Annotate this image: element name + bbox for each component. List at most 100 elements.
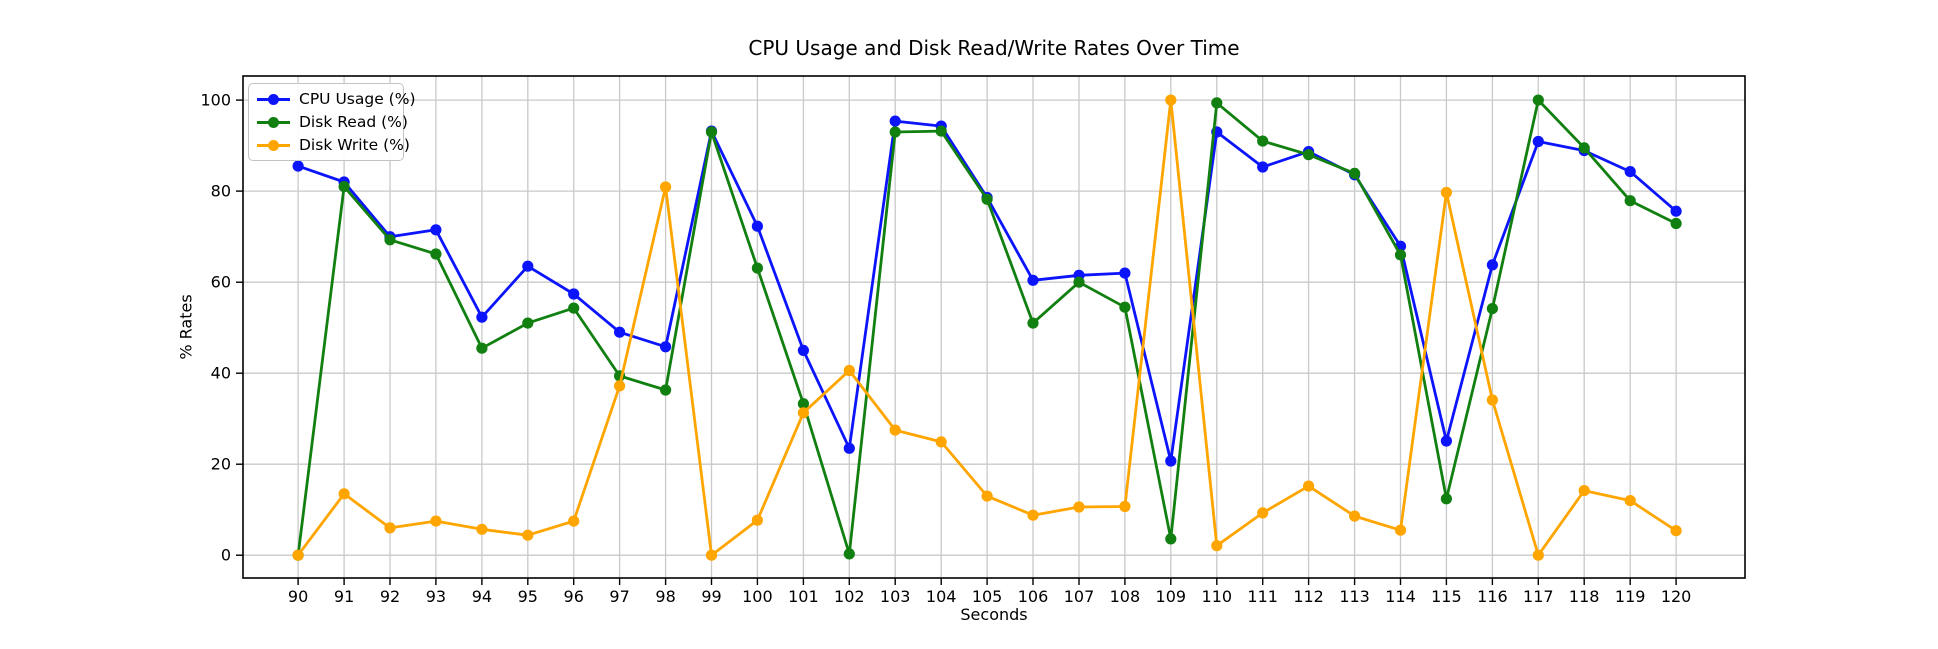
x-tick-label: 101 <box>788 587 819 606</box>
data-point <box>1670 217 1682 230</box>
data-point <box>430 224 442 236</box>
x-tick-label: 106 <box>1018 587 1049 606</box>
data-point <box>568 515 580 527</box>
x-tick-label: 99 <box>701 587 721 606</box>
series-disk-write <box>292 94 1682 561</box>
data-point <box>1027 317 1039 329</box>
data-point <box>843 442 855 454</box>
data-point <box>981 490 993 502</box>
data-point <box>1532 94 1544 106</box>
data-point <box>751 514 764 526</box>
data-point <box>889 424 901 436</box>
x-tick-label: 102 <box>834 587 865 606</box>
x-tick-label: 110 <box>1202 587 1233 606</box>
data-point <box>705 549 718 561</box>
x-tick-label: 118 <box>1569 587 1600 606</box>
grid <box>243 76 1745 578</box>
data-point <box>797 407 810 419</box>
y-tick-label: 0 <box>221 546 231 565</box>
data-point <box>1257 507 1269 519</box>
series-disk-read <box>292 94 1682 561</box>
data-point <box>476 523 488 535</box>
data-point <box>1073 501 1085 513</box>
data-point <box>1027 509 1039 521</box>
data-point <box>1119 267 1131 279</box>
axes-border <box>242 75 1746 579</box>
data-point <box>1119 500 1131 513</box>
data-point <box>1578 485 1590 497</box>
x-tick-label: 97 <box>609 587 629 606</box>
data-point <box>476 342 488 354</box>
legend-item-disk-read: Disk Read (%) <box>257 112 408 132</box>
data-point <box>1532 549 1544 561</box>
x-axis-ticks: 90 91 92 93 94 95 96 97 98 99 100 101 102 103 104 105 10… <box>288 578 1691 606</box>
legend: CPU Usage (%) Disk Read (%) Disk Write (… <box>248 83 416 161</box>
x-tick-label: 112 <box>1293 587 1324 606</box>
x-tick-label: 114 <box>1385 587 1416 606</box>
data-point <box>1440 493 1452 505</box>
x-axis-label: Seconds <box>960 605 1028 624</box>
data-point <box>338 181 350 193</box>
data-point <box>660 384 672 396</box>
data-point <box>1303 480 1315 492</box>
data-point <box>1532 135 1544 148</box>
data-point <box>843 364 855 377</box>
x-tick-label: 93 <box>426 587 446 606</box>
data-point <box>660 341 672 353</box>
x-tick-label: 92 <box>380 587 400 606</box>
data-point <box>1440 186 1452 199</box>
data-point <box>522 260 534 272</box>
data-point <box>1486 394 1498 406</box>
data-point <box>1349 167 1361 179</box>
data-point <box>568 302 580 314</box>
data-point <box>981 193 993 205</box>
data-point <box>1027 274 1039 286</box>
x-tick-label: 113 <box>1339 587 1370 606</box>
legend-marker-disk-write <box>257 138 290 152</box>
y-axis-label: % Rates <box>176 294 196 360</box>
data-point <box>889 126 901 138</box>
data-point <box>384 234 396 246</box>
data-point <box>568 288 580 300</box>
data-point <box>1440 435 1452 447</box>
data-point <box>1624 495 1636 507</box>
data-point <box>1670 205 1682 217</box>
data-point <box>751 262 764 274</box>
legend-marker-cpu-usage <box>257 92 290 106</box>
data-point <box>935 125 947 137</box>
data-point <box>1670 525 1682 537</box>
data-point <box>292 160 304 172</box>
y-tick-label: 100 <box>200 91 231 110</box>
data-point <box>889 115 901 127</box>
data-point <box>660 181 672 193</box>
data-point <box>338 488 350 500</box>
legend-label-disk-read: Disk Read (%) <box>299 113 408 131</box>
data-point <box>1624 166 1636 178</box>
data-point <box>292 549 304 561</box>
data-point <box>614 380 626 392</box>
data-point <box>1257 161 1269 173</box>
x-tick-label: 108 <box>1110 587 1141 606</box>
data-point <box>843 548 855 560</box>
legend-label-cpu-usage: CPU Usage (%) <box>299 90 416 108</box>
x-tick-label: 115 <box>1431 587 1462 606</box>
data-point <box>1211 540 1223 552</box>
legend-item-cpu-usage: CPU Usage (%) <box>257 89 416 109</box>
x-tick-label: 103 <box>880 587 911 606</box>
x-tick-label: 94 <box>472 587 492 606</box>
x-tick-label: 100 <box>742 587 773 606</box>
y-tick-label: 80 <box>211 182 231 201</box>
y-axis-ticks: 0 20 40 60 80 100 <box>200 91 243 565</box>
data-point <box>797 344 810 356</box>
x-tick-label: 119 <box>1615 587 1646 606</box>
data-point <box>1486 303 1498 315</box>
data-point <box>522 529 534 541</box>
x-tick-label: 116 <box>1477 587 1508 606</box>
data-point <box>1165 94 1177 106</box>
x-tick-label: 95 <box>518 587 538 606</box>
y-tick-label: 40 <box>211 364 231 383</box>
data-point <box>522 317 534 329</box>
data-point <box>1486 259 1498 271</box>
